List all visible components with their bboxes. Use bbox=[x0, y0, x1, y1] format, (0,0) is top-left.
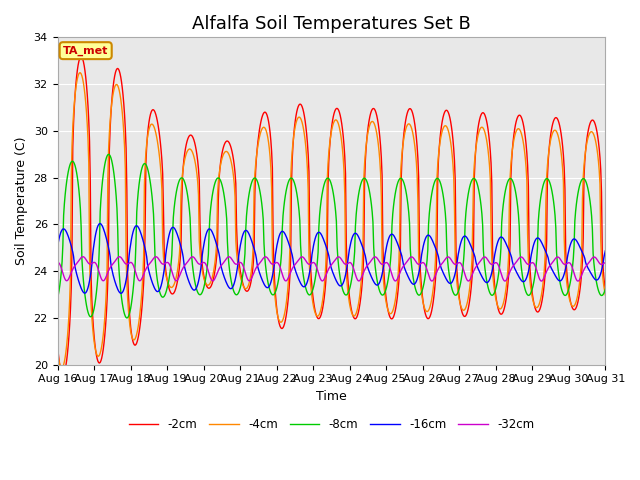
Line: -4cm: -4cm bbox=[58, 73, 605, 368]
-32cm bbox=[399, 264, 406, 270]
-8cm bbox=[54, 296, 61, 301]
-32cm bbox=[415, 262, 422, 267]
-2cm bbox=[177, 245, 185, 251]
-4cm bbox=[54, 348, 61, 354]
-4cm bbox=[76, 70, 83, 76]
X-axis label: Time: Time bbox=[316, 390, 347, 403]
-32cm bbox=[54, 260, 61, 265]
-2cm bbox=[206, 285, 214, 291]
-4cm bbox=[415, 269, 423, 275]
-16cm bbox=[122, 281, 129, 287]
-8cm bbox=[415, 292, 423, 298]
-4cm bbox=[206, 281, 214, 287]
-32cm bbox=[177, 271, 184, 277]
-16cm bbox=[177, 244, 185, 250]
-2cm bbox=[602, 287, 609, 293]
-2cm bbox=[59, 372, 67, 377]
Text: TA_met: TA_met bbox=[63, 46, 108, 56]
-2cm bbox=[415, 245, 423, 251]
-8cm bbox=[177, 175, 185, 181]
-32cm bbox=[121, 260, 129, 265]
Y-axis label: Soil Temperature (C): Soil Temperature (C) bbox=[15, 137, 28, 265]
-8cm bbox=[121, 312, 129, 317]
-32cm bbox=[574, 278, 582, 284]
-2cm bbox=[65, 343, 72, 348]
-16cm bbox=[54, 243, 61, 249]
Line: -16cm: -16cm bbox=[58, 224, 605, 293]
Title: Alfalfa Soil Temperatures Set B: Alfalfa Soil Temperatures Set B bbox=[192, 15, 471, 33]
-4cm bbox=[58, 365, 66, 371]
-2cm bbox=[399, 135, 407, 141]
-8cm bbox=[105, 151, 113, 157]
Line: -32cm: -32cm bbox=[58, 257, 605, 281]
-16cm bbox=[602, 248, 609, 254]
-4cm bbox=[65, 324, 72, 330]
Legend: -2cm, -4cm, -8cm, -16cm, -32cm: -2cm, -4cm, -8cm, -16cm, -32cm bbox=[124, 413, 539, 435]
-8cm bbox=[399, 179, 407, 184]
-4cm bbox=[122, 167, 129, 172]
-8cm bbox=[123, 315, 131, 321]
-8cm bbox=[206, 214, 214, 219]
-16cm bbox=[117, 290, 125, 296]
-2cm bbox=[54, 342, 61, 348]
-32cm bbox=[205, 271, 213, 276]
-4cm bbox=[177, 192, 185, 198]
-2cm bbox=[77, 54, 85, 60]
-4cm bbox=[399, 138, 407, 144]
-2cm bbox=[122, 126, 129, 132]
-16cm bbox=[206, 226, 214, 232]
-8cm bbox=[602, 286, 609, 292]
-16cm bbox=[399, 262, 407, 267]
-32cm bbox=[63, 277, 71, 283]
-16cm bbox=[415, 267, 423, 273]
Line: -8cm: -8cm bbox=[58, 154, 605, 318]
-8cm bbox=[63, 174, 71, 180]
-32cm bbox=[602, 260, 609, 265]
-16cm bbox=[63, 231, 71, 237]
Line: -2cm: -2cm bbox=[58, 57, 605, 374]
-16cm bbox=[97, 221, 104, 227]
-32cm bbox=[79, 254, 86, 260]
-4cm bbox=[602, 292, 609, 298]
